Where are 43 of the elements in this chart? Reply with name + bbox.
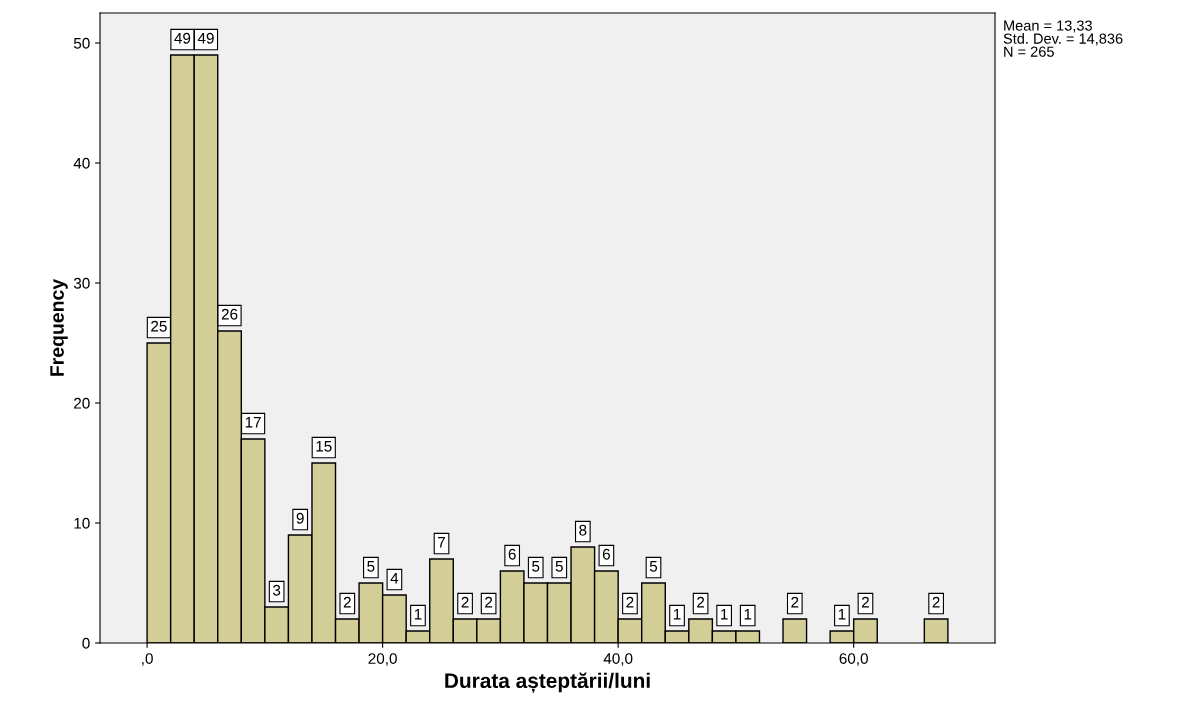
text: Mean = 13,33 Std. Dev. = 14,836 N = 265 — [1003, 20, 1123, 57]
x-tick-label: 20,0 — [368, 653, 397, 666]
data-label: 2 — [697, 596, 705, 608]
data-label: 6 — [508, 548, 516, 560]
y-axis-title: Frequency — [50, 278, 68, 376]
data-label: 1 — [838, 608, 846, 620]
data-label: 49 — [197, 32, 214, 44]
y-tick-label: 10 — [74, 517, 90, 529]
data-label: 4 — [390, 572, 399, 584]
data-label: 1 — [414, 608, 422, 620]
data-label: 15 — [316, 440, 332, 452]
y-tick-label: 30 — [73, 277, 90, 289]
x-tick-label: 40,0 — [603, 653, 633, 666]
y-tick-label: 20 — [74, 397, 90, 409]
y-tick-label: 0 — [82, 637, 90, 649]
data-label: 2 — [461, 596, 469, 608]
data-label: 8 — [579, 524, 587, 536]
data-label: 5 — [532, 560, 540, 572]
data-label: 1 — [744, 608, 752, 620]
data-label: 2 — [485, 596, 493, 608]
data-label: 2 — [932, 596, 940, 608]
data-label: 2 — [626, 596, 634, 608]
data-label: 1 — [721, 608, 728, 620]
data-label: 26 — [221, 308, 238, 320]
x-tick-label: 60,0 — [839, 653, 868, 666]
data-label: 5 — [367, 560, 375, 572]
x-axis-title: Durata așteptării/luni — [445, 672, 650, 693]
y-tick-label: 50 — [73, 37, 90, 49]
data-label: 2 — [343, 596, 351, 608]
data-label: 17 — [245, 416, 261, 428]
data-label: 9 — [296, 512, 304, 524]
data-label: 5 — [649, 560, 658, 572]
x-tick-label: ,0 — [142, 653, 153, 666]
data-label: 49 — [174, 32, 191, 44]
data-label: 25 — [151, 320, 167, 332]
data-label: 5 — [555, 560, 563, 572]
data-label: 6 — [602, 548, 610, 560]
data-label: 3 — [272, 584, 281, 596]
data-label: 1 — [673, 608, 681, 620]
y-tick-label: 40 — [73, 157, 90, 169]
data-label: 2 — [791, 596, 799, 608]
data-label: 7 — [438, 536, 445, 548]
data-label: 2 — [861, 596, 869, 608]
